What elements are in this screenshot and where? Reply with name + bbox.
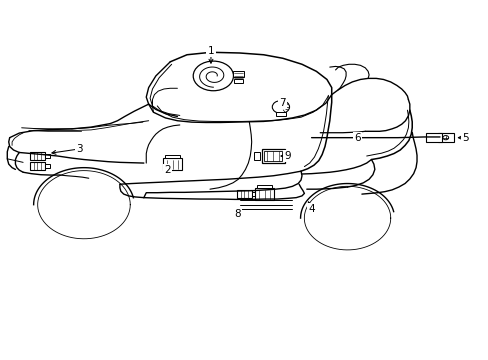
FancyBboxPatch shape bbox=[255, 189, 274, 200]
Text: 9: 9 bbox=[284, 151, 290, 161]
Circle shape bbox=[193, 61, 233, 91]
FancyBboxPatch shape bbox=[45, 163, 50, 168]
FancyBboxPatch shape bbox=[30, 162, 44, 170]
FancyBboxPatch shape bbox=[275, 112, 285, 117]
Text: 8: 8 bbox=[234, 208, 240, 219]
FancyBboxPatch shape bbox=[237, 190, 251, 198]
FancyBboxPatch shape bbox=[253, 153, 260, 159]
FancyBboxPatch shape bbox=[256, 185, 272, 188]
Text: 4: 4 bbox=[307, 204, 314, 214]
FancyBboxPatch shape bbox=[264, 151, 282, 161]
Text: 5: 5 bbox=[462, 133, 468, 143]
FancyBboxPatch shape bbox=[30, 152, 44, 160]
FancyBboxPatch shape bbox=[232, 71, 243, 77]
FancyBboxPatch shape bbox=[261, 149, 284, 163]
FancyBboxPatch shape bbox=[437, 133, 453, 142]
Text: 7: 7 bbox=[279, 98, 285, 108]
Circle shape bbox=[272, 101, 289, 113]
Text: 3: 3 bbox=[76, 144, 82, 154]
Text: 2: 2 bbox=[164, 165, 171, 175]
FancyBboxPatch shape bbox=[45, 154, 50, 158]
FancyBboxPatch shape bbox=[425, 133, 441, 142]
Text: 6: 6 bbox=[353, 133, 360, 143]
FancyBboxPatch shape bbox=[233, 79, 242, 83]
FancyBboxPatch shape bbox=[164, 154, 180, 158]
Text: 1: 1 bbox=[207, 46, 214, 56]
FancyBboxPatch shape bbox=[163, 158, 182, 170]
FancyBboxPatch shape bbox=[252, 192, 256, 197]
